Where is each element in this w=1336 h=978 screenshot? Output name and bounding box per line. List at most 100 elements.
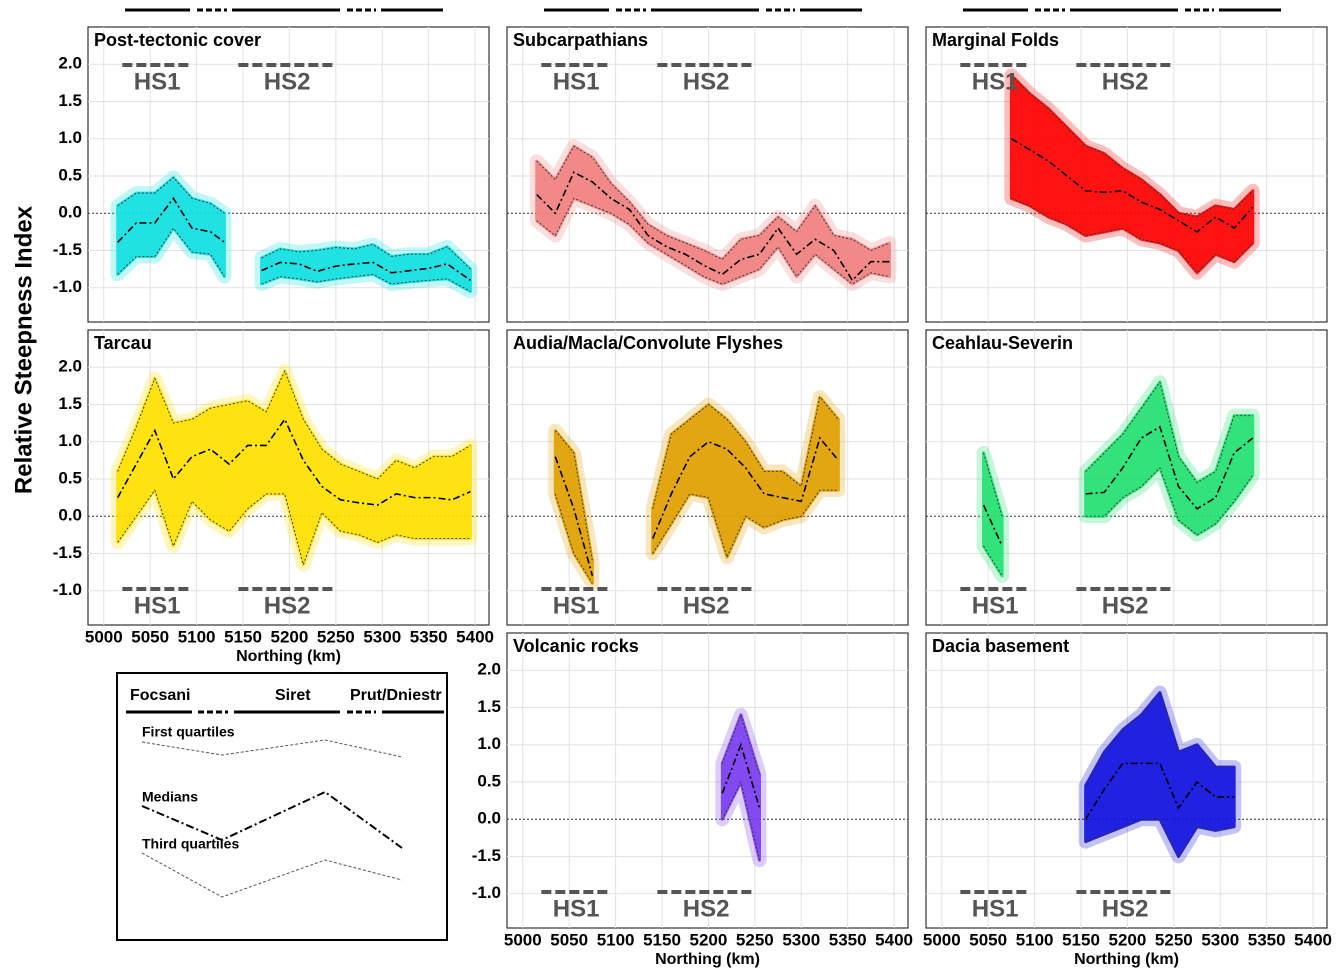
- series-line: [117, 196, 471, 281]
- series-line: [554, 396, 839, 562]
- series-line: [1010, 138, 1254, 233]
- x-axis-label: Northing (km): [236, 648, 341, 665]
- panel: Volcanic rocks HS1 HS2 -1.0 -1.5 0.0 0.5 1.0 1.5…: [472, 632, 913, 968]
- series-line: [117, 489, 471, 567]
- legend-sample: [141, 790, 403, 849]
- y-tick-label: 1.5: [58, 91, 82, 110]
- x-tick-label: 5050: [550, 930, 588, 949]
- x-tick-label: 5350: [410, 627, 448, 646]
- panel-title: Marginal Folds: [932, 30, 1059, 50]
- series-line: [536, 197, 890, 285]
- hs-label: HS2: [1102, 592, 1149, 619]
- legend-box: Focsani Siret Prut/Dniestr First quartil…: [116, 672, 448, 941]
- panel: Post-tectonic cover HS1 HS2 -1.0 -1.5 0.0 0.5 1…: [53, 26, 490, 323]
- panel-title: Dacia basement: [932, 636, 1069, 656]
- x-tick-label: 5400: [875, 930, 913, 949]
- hs-label: HS1: [134, 68, 181, 95]
- hs-label: HS2: [683, 895, 730, 922]
- panel: Ceahlau-Severin HS1 HS2: [925, 329, 1328, 626]
- y-tick-label: -1.0: [472, 883, 501, 902]
- y-tick-label: 2.0: [58, 54, 82, 73]
- x-tick-label: 5400: [456, 627, 494, 646]
- y-tick-label: -1.0: [53, 580, 82, 599]
- y-tick-label: -1.0: [53, 277, 82, 296]
- legend-sample: [141, 852, 403, 898]
- panel-title: Volcanic rocks: [513, 636, 639, 656]
- hs-label: HS1: [972, 592, 1019, 619]
- y-tick-label: 2.0: [477, 660, 501, 679]
- series-line: [536, 145, 890, 260]
- y-tick-label: 1.5: [477, 697, 501, 716]
- x-tick-label: 5150: [643, 930, 681, 949]
- y-tick-label: -1.5: [53, 240, 82, 259]
- legend-sample: [141, 739, 403, 758]
- series-line: [1085, 691, 1235, 786]
- panel: Tarcau HS1 HS2 -1.0 -1.5 0.0 0.5 1.0 1.5 2.0 5000 5…: [10, 205, 494, 665]
- x-tick-label: 5300: [782, 930, 820, 949]
- legend-region: Siret: [275, 687, 311, 704]
- x-tick-label: 5100: [1016, 930, 1054, 949]
- legend-frame: [116, 672, 448, 941]
- x-tick-label: 5300: [1201, 930, 1239, 949]
- x-tick-label: 5200: [690, 930, 728, 949]
- hs-label: HS2: [1102, 895, 1149, 922]
- series-line: [721, 780, 760, 861]
- x-tick-label: 5100: [178, 627, 216, 646]
- hs-label: HS1: [972, 895, 1019, 922]
- x-tick-label: 5350: [1248, 930, 1286, 949]
- series-line: [554, 489, 839, 584]
- x-tick-label: 5250: [1155, 930, 1193, 949]
- x-tick-label: 5000: [923, 930, 961, 949]
- x-tick-label: 5200: [271, 627, 309, 646]
- x-tick-label: 5050: [131, 627, 169, 646]
- hs-label: HS1: [553, 68, 600, 95]
- series-line: [536, 171, 890, 282]
- series-line: [721, 713, 760, 775]
- hs-label: HS2: [1102, 68, 1149, 95]
- panel-title: Ceahlau-Severin: [932, 333, 1073, 353]
- x-tick-label: 5050: [969, 930, 1007, 949]
- series-line: [983, 381, 1253, 517]
- series-line: [721, 742, 761, 809]
- hs-label: HS2: [683, 592, 730, 619]
- x-tick-label: 5200: [1109, 930, 1147, 949]
- hs-label: HS1: [134, 592, 181, 619]
- y-tick-label: 1.5: [58, 394, 82, 413]
- panel-title: Post-tectonic cover: [94, 30, 261, 50]
- y-tick-label: 0.0: [58, 506, 82, 525]
- series-line: [117, 176, 471, 270]
- x-tick-label: 5000: [85, 627, 123, 646]
- legend-label: Third quartiles: [142, 836, 239, 852]
- series-line: [983, 466, 1254, 577]
- x-tick-label: 5300: [363, 627, 401, 646]
- y-tick-label: 1.0: [58, 128, 82, 147]
- panel: Marginal Folds HS1 HS2: [925, 26, 1328, 323]
- legend-region: Focsani: [130, 687, 190, 704]
- x-tick-label: 5250: [317, 627, 355, 646]
- hs-label: HS2: [264, 592, 311, 619]
- x-tick-label: 5250: [736, 930, 774, 949]
- x-tick-label: 5350: [829, 930, 867, 949]
- x-tick-label: 5400: [1294, 930, 1332, 949]
- series-line: [1011, 197, 1254, 274]
- y-tick-label: 2.0: [58, 357, 82, 376]
- hs-label: HS2: [264, 68, 311, 95]
- x-axis-label: Northing (km): [1074, 951, 1179, 968]
- x-tick-label: 5100: [597, 930, 635, 949]
- y-tick-label: -1.5: [53, 543, 82, 562]
- series-line: [554, 436, 839, 577]
- hs-label: HS1: [553, 592, 600, 619]
- panel-frame: [506, 632, 909, 929]
- panel-title: Subcarpathians: [513, 30, 648, 50]
- y-tick-label: 0.5: [477, 771, 501, 790]
- series-line: [1011, 75, 1254, 218]
- panel: Dacia basement HS1 HS2 5000 5050 5100 5150 5200…: [923, 632, 1332, 968]
- hs-label: HS2: [683, 68, 730, 95]
- hs-label: HS1: [553, 895, 600, 922]
- y-tick-label: 1.0: [477, 734, 501, 753]
- panel-title: Tarcau: [94, 333, 152, 353]
- x-axis-label: Northing (km): [655, 951, 760, 968]
- y-tick-label: 0.5: [58, 165, 82, 184]
- panel: Subcarpathians HS1 HS2: [506, 26, 909, 323]
